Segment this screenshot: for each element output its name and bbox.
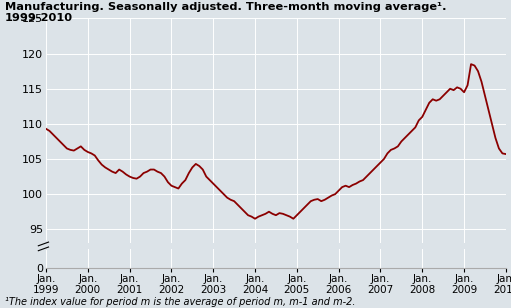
Text: Manufacturing. Seasonally adjusted. Three-month moving average¹. 1999-2010: Manufacturing. Seasonally adjusted. Thre… <box>5 2 447 23</box>
Text: ¹The index value for period m is the average of period m, m-1 and m-2.: ¹The index value for period m is the ave… <box>5 298 356 307</box>
